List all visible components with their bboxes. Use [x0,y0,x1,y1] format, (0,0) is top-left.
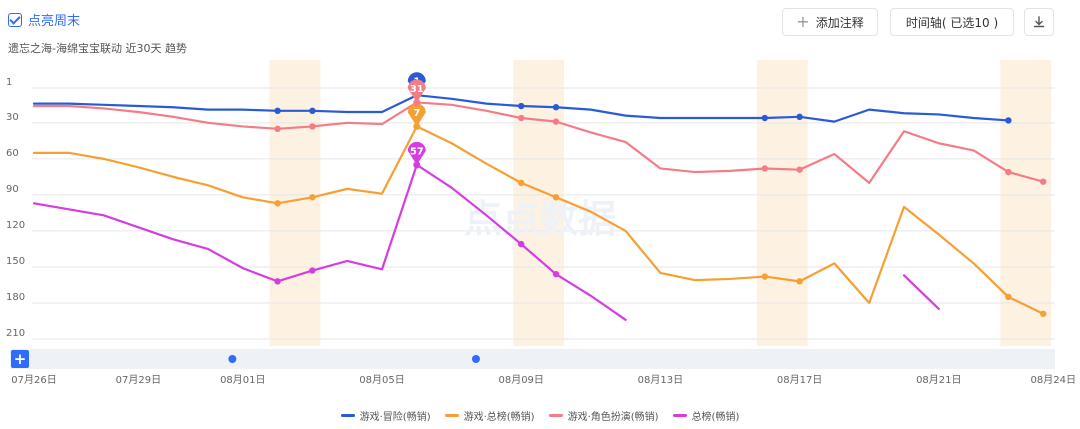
data-point[interactable] [1005,168,1012,176]
data-point[interactable] [518,102,525,110]
data-point[interactable] [309,194,316,201]
legend-swatch [672,414,687,417]
checkbox-icon[interactable] [8,12,22,27]
legend-item[interactable]: 总榜(畅销) [672,408,740,423]
download-button[interactable] [1024,8,1054,36]
data-point[interactable] [274,107,281,115]
legend-swatch [340,414,355,417]
data-point[interactable] [761,165,768,172]
chart-subtitle: 遗忘之海-海绵宝宝联动 近30天 趋势 [8,42,187,55]
data-point[interactable] [796,166,803,173]
value-pin-label: 57 [410,146,424,157]
value-pin-label: 31 [410,84,424,95]
data-point[interactable] [552,194,560,201]
annotation-marker[interactable] [228,355,237,363]
data-point[interactable] [552,118,560,125]
data-point[interactable] [309,267,316,274]
data-point[interactable] [761,273,768,280]
data-point[interactable] [761,114,768,122]
x-tick-label: 08月01日 [220,374,265,386]
value-pin[interactable] [407,103,426,127]
legend-swatch [444,414,459,417]
data-markers: 173157 [274,72,1047,317]
data-point[interactable] [552,104,560,111]
data-point[interactable] [552,270,560,278]
weekend-toggle-label: 点亮周末 [28,14,81,29]
x-tick-label: 07月26日 [11,374,56,386]
y-tick-label: 180 [6,292,25,303]
annotation-marker[interactable] [471,355,480,363]
y-tick-label: 120 [6,220,25,231]
data-point[interactable] [518,240,525,248]
x-tick-label: 08月24日 [1031,374,1076,386]
legend-label: 游戏·冒险(畅销) [359,412,431,423]
x-tick-label: 08月13日 [638,374,683,386]
legend-swatch [548,414,563,417]
x-axis: 07月26日 07月29日 08月01日 08月05日 08月09日 08月13日 08月1… [11,374,1076,386]
legend-item[interactable]: 游戏·角色扮演(畅销) [548,408,659,423]
y-tick-label: 90 [6,184,19,195]
series-line [902,274,940,311]
x-tick-label: 08月17日 [777,374,822,386]
legend-item[interactable]: 游戏·冒险(畅销) [340,408,431,423]
legend: 游戏·冒险(畅销) 游戏·总榜(畅销) 游戏·角色扮演(畅销) 总榜(畅销) [0,408,1080,423]
plus-icon: + [14,350,27,368]
legend-label: 游戏·总榜(畅销) [463,412,535,423]
data-point[interactable] [518,114,525,122]
x-tick-label: 08月09日 [498,374,543,386]
weekend-toggle[interactable]: 点亮周末 [8,10,80,29]
y-tick-label: 60 [6,148,19,159]
value-pin-label: 7 [413,108,420,119]
legend-label: 总榜(畅销) [691,412,740,423]
y-tick-label: 150 [6,256,25,267]
download-icon [1033,16,1045,28]
value-pin[interactable] [407,79,426,103]
weekend-band [756,60,808,346]
x-tick-label: 07月29日 [116,374,161,386]
data-point[interactable] [1040,178,1047,185]
add-annotation-label: 添加注释 [815,15,864,30]
y-tick-label: 210 [6,328,25,339]
legend-item[interactable]: 游戏·总榜(畅销) [444,408,535,423]
data-point[interactable] [309,107,316,115]
value-pin[interactable] [407,141,426,165]
data-point[interactable] [1005,117,1012,124]
watermark: 点点数据 [464,197,616,241]
y-tick-label: 30 [6,112,19,123]
series-line [32,101,1045,184]
x-tick-label: 08月21日 [916,374,961,386]
y-tick-label: 1 [6,77,12,88]
x-tick-label: 08月05日 [359,374,404,386]
timeline-bar: + [10,349,1055,369]
plus-icon: + [796,12,810,31]
add-annotation-button[interactable]: + 添加注释 [782,8,878,36]
data-point[interactable] [274,125,281,133]
series-line [32,125,1045,315]
data-point[interactable] [518,179,525,187]
toolbar: 点亮周末 + 添加注释 时间轴( 已选10 ) [0,0,1080,44]
timeline-track[interactable] [10,349,1055,369]
data-point[interactable] [274,200,281,207]
legend-label: 游戏·角色扮演(畅销) [567,412,659,423]
timeline-button[interactable]: 时间轴( 已选10 ) [890,8,1014,36]
data-point[interactable] [796,113,803,121]
data-point[interactable] [796,278,803,285]
series-line [32,163,627,321]
data-point[interactable] [309,123,316,130]
timeline-label: 时间轴( 已选10 ) [905,15,999,30]
data-point[interactable] [1005,293,1012,301]
data-point[interactable] [274,278,281,285]
trend-chart: 点点数据 1 30 60 90 120 150 180 210 1 7 31 57 + 07月26日… [6,60,1076,386]
timeline-add-button[interactable] [11,350,29,368]
data-point[interactable] [1040,310,1047,317]
y-axis: 1 30 60 90 120 150 180 210 [6,77,25,339]
